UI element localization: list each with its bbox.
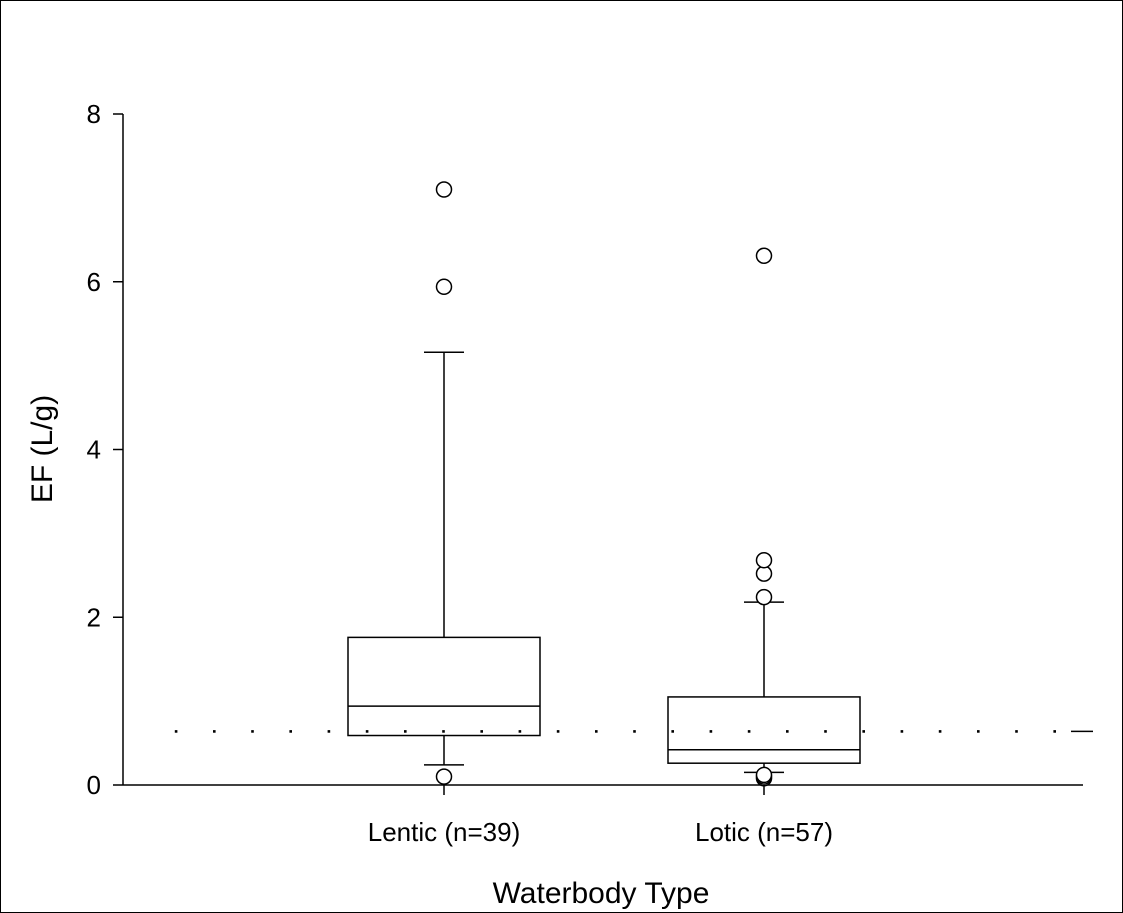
reference-dot: [900, 730, 904, 733]
x-axis: Lentic (n=39) Lotic (n=57): [123, 784, 1083, 847]
box-group: [667, 247, 861, 787]
y-tick-label: 8: [87, 99, 101, 129]
reference-dot: [1053, 730, 1056, 733]
reference-dot: [518, 730, 522, 733]
reference-dot: [365, 730, 369, 733]
reference-dot: [327, 730, 331, 733]
outlier-point: [755, 766, 773, 784]
reference-dot: [595, 730, 598, 733]
reference-dot: [1015, 730, 1018, 733]
reference-dot: [633, 730, 636, 733]
outlier-point: [435, 181, 453, 198]
y-tick-label: 0: [87, 770, 101, 800]
outlier-point: [755, 247, 773, 264]
x-tick-label: Lotic (n=57): [695, 817, 833, 847]
outlier-point: [755, 588, 773, 606]
x-axis-title: Waterbody Type: [493, 877, 710, 910]
reference-dot: [442, 730, 445, 733]
outlier-point: [755, 551, 773, 569]
reference-dot: [938, 730, 942, 733]
box-series: [347, 181, 861, 787]
reference-dot: [556, 730, 560, 733]
reference-dot: [786, 730, 789, 733]
outlier-point: [435, 278, 453, 296]
y-tick-label: 2: [87, 602, 101, 632]
y-tick-label: 6: [87, 267, 101, 297]
reference-dot: [977, 730, 980, 733]
reference-dot: [213, 730, 216, 733]
reference-dot: [480, 730, 483, 733]
reference-dot: [174, 730, 178, 733]
iqr-box: [667, 696, 861, 764]
reference-line: [174, 730, 1093, 733]
reference-dot: [862, 730, 865, 733]
outlier-point: [435, 768, 453, 785]
y-axis-title: EF (L/g): [26, 395, 59, 503]
reference-dot: [289, 730, 292, 733]
reference-dot: [747, 730, 751, 733]
reference-dot: [709, 730, 713, 733]
y-axis: 0 2 4 6 8: [87, 99, 124, 800]
reference-dot: [671, 730, 674, 733]
reference-dot: [251, 730, 254, 733]
y-tick-label: 4: [87, 435, 101, 465]
box-group: [347, 181, 541, 785]
reference-dot: [824, 730, 827, 733]
iqr-box: [347, 636, 541, 737]
x-tick-label: Lentic (n=39): [368, 817, 520, 847]
reference-dot: [404, 730, 407, 733]
